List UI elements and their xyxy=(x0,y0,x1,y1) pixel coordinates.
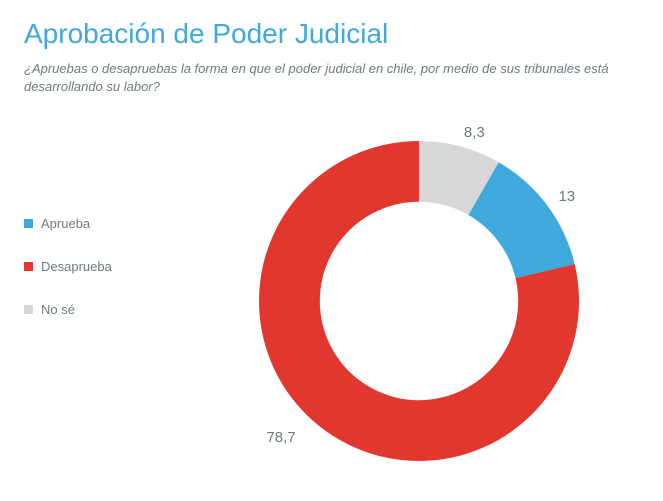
question-subtitle: ¿Apruebas o desapruebas la forma en que … xyxy=(24,60,634,96)
chart-area: Aprueba Desaprueba No sé 8,3 13 78,7 xyxy=(24,116,639,486)
page-title: Aprobación de Poder Judicial xyxy=(24,18,639,50)
data-label-no_se: 8,3 xyxy=(464,124,485,141)
legend-label: Desaprueba xyxy=(41,259,112,274)
legend-item-desaprueba: Desaprueba xyxy=(24,259,112,274)
legend-swatch xyxy=(24,305,33,314)
legend-item-aprueba: Aprueba xyxy=(24,216,112,231)
donut-chart: 8,3 13 78,7 xyxy=(234,116,604,486)
data-label-desaprueba: 78,7 xyxy=(266,429,295,446)
legend-label: Aprueba xyxy=(41,216,90,231)
legend: Aprueba Desaprueba No sé xyxy=(24,216,112,345)
legend-label: No sé xyxy=(41,302,75,317)
legend-item-no_se: No sé xyxy=(24,302,112,317)
legend-swatch xyxy=(24,262,33,271)
data-label-aprueba: 13 xyxy=(558,188,575,205)
legend-swatch xyxy=(24,219,33,228)
